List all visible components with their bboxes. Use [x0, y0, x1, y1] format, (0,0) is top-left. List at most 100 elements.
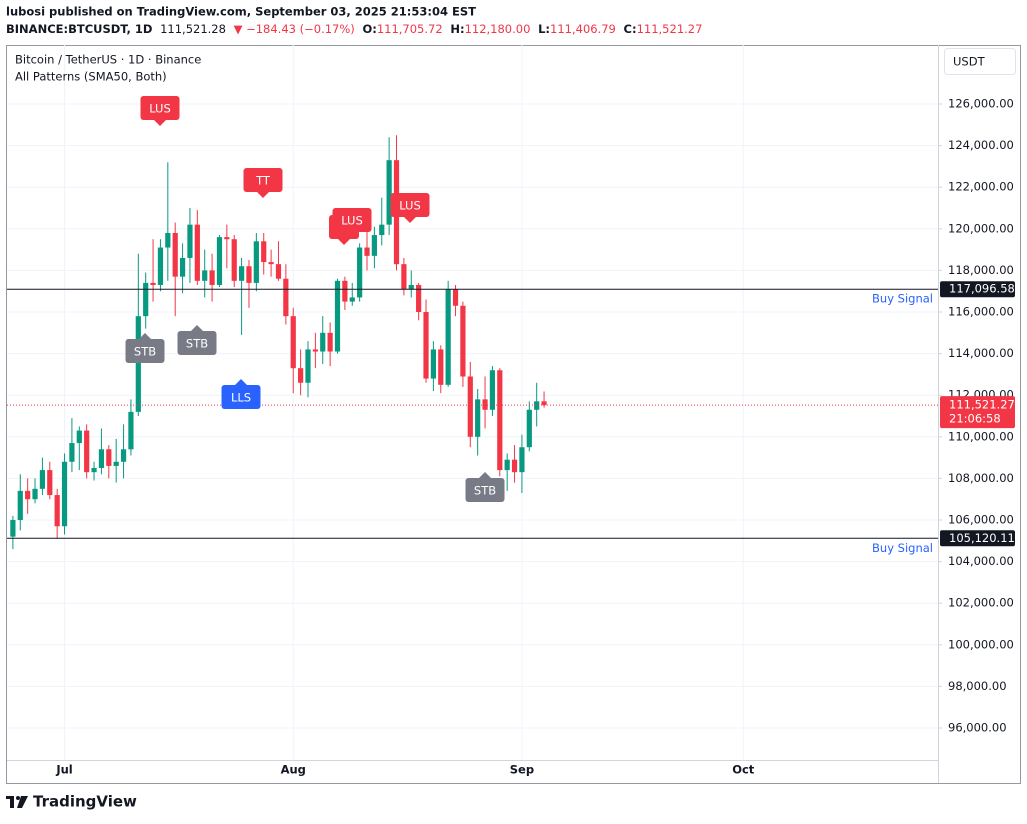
- candle-body: [342, 280, 348, 302]
- candle-body: [143, 282, 149, 317]
- candle-body: [519, 447, 525, 473]
- ohlc-value: 111,406.79: [550, 22, 616, 36]
- candle-body: [187, 224, 193, 258]
- candle-body: [54, 495, 60, 527]
- pattern-label: LUS: [399, 199, 421, 213]
- pattern-pointer: [191, 325, 203, 331]
- pattern-label: STB: [134, 345, 156, 359]
- pattern-pointer: [338, 239, 350, 245]
- chart-frame: [6, 45, 1021, 784]
- indicator-name: All Patterns (SMA50, Both): [15, 70, 167, 84]
- candle-body: [224, 237, 230, 240]
- pattern-pointer: [404, 217, 416, 223]
- candle-body: [179, 257, 186, 277]
- candle-body: [165, 232, 171, 248]
- candle-body: [401, 264, 407, 290]
- candle-body: [534, 401, 540, 410]
- candle-body: [482, 399, 488, 410]
- pattern-label: LUS: [149, 102, 171, 116]
- candle-body: [320, 332, 326, 352]
- candle-body: [194, 224, 200, 281]
- pattern-pointer: [139, 333, 151, 339]
- x-tick-label: Aug: [281, 763, 306, 777]
- candle-body: [120, 449, 127, 462]
- candle-body: [231, 239, 237, 281]
- pattern-label: STB: [186, 337, 208, 351]
- candle-body: [438, 349, 444, 385]
- pattern-label: TT: [255, 174, 271, 188]
- currency-box[interactable]: [944, 48, 1016, 75]
- candle-body: [379, 224, 385, 236]
- pattern-label: LLS: [231, 391, 251, 405]
- candle-body: [526, 409, 532, 448]
- price-label-box: [940, 530, 1015, 547]
- candle-body: [327, 332, 333, 352]
- candle-body: [423, 312, 429, 379]
- x-tick-label: Sep: [510, 763, 534, 777]
- ohlc-key: H:: [450, 22, 464, 36]
- ohlc-value: 111,521.27: [637, 22, 703, 36]
- change: ▼ −184.43 (−0.17%): [234, 22, 355, 36]
- y-tick-label: 114,000.00: [948, 346, 1014, 360]
- logo: [6, 796, 28, 808]
- ohlc-value: 111,705.72: [377, 22, 443, 36]
- candle-body: [371, 235, 377, 256]
- candle-body: [489, 370, 496, 410]
- candle-body: [216, 237, 223, 285]
- pattern-pointer: [479, 472, 491, 478]
- candle-body: [305, 349, 311, 383]
- candle-body: [290, 316, 296, 369]
- candle-body: [238, 266, 245, 281]
- candle-body: [202, 270, 208, 281]
- y-tick-label: 102,000.00: [948, 596, 1014, 610]
- candle-body: [283, 278, 289, 317]
- candle-body: [246, 266, 252, 283]
- candle-body: [541, 401, 547, 406]
- ohlc-key: C:: [624, 22, 637, 36]
- price-label: 117,096.58: [949, 282, 1015, 296]
- y-tick-label: 104,000.00: [948, 554, 1014, 568]
- currency[interactable]: USDT: [953, 55, 986, 69]
- x-tick-label: Oct: [732, 763, 755, 777]
- candle-body: [113, 461, 119, 466]
- y-tick-label: 106,000.00: [948, 513, 1014, 527]
- pattern-pointer: [154, 120, 166, 126]
- y-tick-label: 100,000.00: [948, 637, 1014, 651]
- candle-body: [61, 461, 68, 527]
- pattern-box: [390, 193, 430, 217]
- candle-body: [312, 349, 318, 352]
- y-tick-label: 116,000.00: [948, 305, 1014, 319]
- candle-body: [39, 470, 46, 489]
- candle-body: [275, 264, 282, 279]
- candle-body: [209, 270, 215, 285]
- candle-body: [84, 430, 90, 473]
- y-tick-label: 108,000.00: [948, 471, 1014, 485]
- chart-title: Bitcoin / TetherUS · 1D · Binance: [15, 53, 201, 67]
- pattern-pointer: [235, 379, 247, 385]
- candle-body: [25, 490, 31, 500]
- candle-body: [298, 368, 304, 383]
- candle-body: [460, 305, 466, 377]
- candle-body: [261, 241, 267, 263]
- pattern-box: [243, 168, 283, 192]
- candle-body: [416, 284, 422, 313]
- pattern-pointer: [257, 192, 269, 198]
- pattern-box: [140, 96, 180, 120]
- candle-body: [408, 284, 414, 290]
- candle-body: [445, 289, 451, 385]
- candle-body: [497, 370, 503, 471]
- candle-body: [452, 289, 459, 306]
- y-tick-label: 118,000.00: [948, 263, 1014, 277]
- candle-body: [47, 470, 53, 496]
- last-price-label: 111,521.27: [949, 398, 1015, 412]
- line-note: Buy Signal: [872, 541, 933, 555]
- candle-body: [128, 411, 134, 450]
- candle-body: [467, 376, 473, 437]
- symbol-line: BINANCE:BTCUSDT, 1D 111,521.28 ▼ −184.43…: [6, 22, 702, 36]
- candle-body: [357, 247, 363, 298]
- y-tick-label: 96,000.00: [948, 721, 1007, 735]
- candle-body: [253, 241, 259, 283]
- pattern-box: [332, 208, 372, 232]
- brand: TradingView: [33, 793, 137, 811]
